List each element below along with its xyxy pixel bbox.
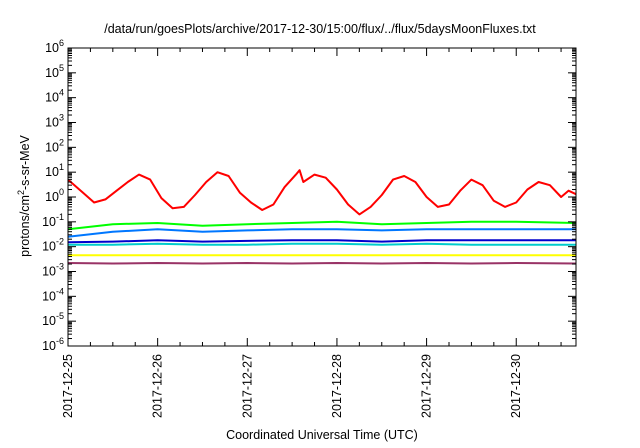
y-tick-label: 10-1	[42, 212, 64, 229]
series-line	[67, 262, 577, 265]
x-tick-label: 2017-12-29	[420, 354, 434, 418]
y-tick-label: 101	[45, 162, 64, 179]
y-axis-label: protons/cm2-s-sr-MeV	[15, 135, 33, 257]
y-tick-label: 10-6	[42, 336, 64, 353]
series-line	[68, 242, 576, 246]
y-tick-label: 103	[45, 113, 64, 130]
y-tick-label: 10-3	[42, 262, 64, 279]
y-tick-label: 10-2	[42, 237, 64, 254]
x-tick-label: 2017-12-28	[330, 354, 344, 418]
y-tick-label: 10-4	[42, 286, 64, 303]
x-tick-label: 2017-12-30	[509, 354, 523, 418]
series-line	[67, 169, 577, 216]
series-line	[67, 228, 576, 238]
y-tick-label: 105	[45, 63, 64, 80]
series-layer	[67, 169, 577, 265]
y-tick-label: 10-5	[42, 311, 64, 328]
series-line	[67, 239, 576, 244]
x-tick-label: 2017-12-25	[61, 354, 75, 418]
x-axis-label: Coordinated Universal Time (UTC)	[226, 428, 418, 442]
y-tick-label: 106	[45, 38, 64, 55]
series-line	[67, 220, 577, 231]
y-tick-label: 102	[45, 137, 64, 154]
axis-layer: 10-6 10-5 10-4 10-3 10-2 10-1 100 101 102 103 104 1…	[42, 38, 577, 418]
y-tick-label: 100	[45, 187, 64, 204]
x-tick-label: 2017-12-26	[151, 354, 165, 418]
y-tick-label: 104	[45, 88, 64, 105]
chart-title: /data/run/goesPlots/archive/2017-12-30/1…	[104, 22, 536, 36]
x-tick-label: 2017-12-27	[240, 354, 254, 418]
plot-frame	[67, 47, 577, 347]
